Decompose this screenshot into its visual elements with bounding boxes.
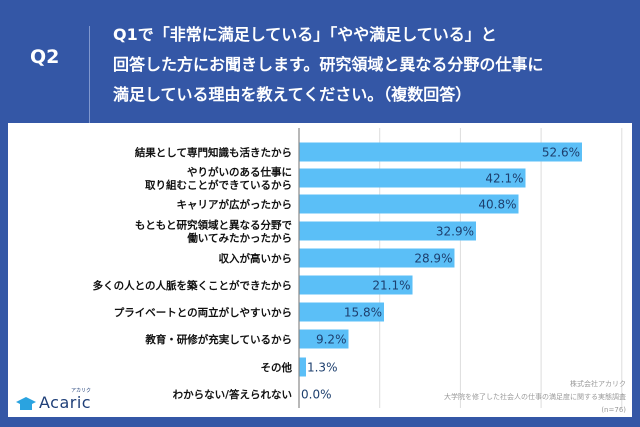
bar bbox=[299, 168, 526, 188]
graduation-cap-icon bbox=[16, 397, 36, 410]
data-label: 32.9% bbox=[436, 225, 474, 239]
category-label: 収入が高いから bbox=[219, 252, 293, 265]
question-line: Q1で「非常に満足している」「やや満足している」と bbox=[113, 25, 497, 44]
data-label: 28.9% bbox=[414, 252, 452, 266]
category-label: 多くの人との人脈を築くことができたから bbox=[93, 279, 292, 292]
question-line: 満足している理由を教えてください。（複数回答） bbox=[113, 85, 472, 104]
bar bbox=[299, 302, 385, 322]
data-label: 42.1% bbox=[485, 172, 523, 186]
bar bbox=[299, 194, 519, 214]
question-line: 回答した方にお聞きします。研究領域と異なる分野の仕事に bbox=[113, 55, 544, 74]
logo-text: Acaric bbox=[39, 393, 92, 412]
acaric-logo: Acaric アカリク bbox=[16, 388, 92, 412]
source-company: 株式会社アカリク bbox=[570, 380, 626, 388]
bar bbox=[299, 357, 306, 377]
category-label: わからない/答えられない bbox=[173, 388, 292, 401]
source-sample: (n=76) bbox=[601, 406, 626, 414]
category-label: プライベートとの両立がしやすいから bbox=[114, 306, 292, 319]
category-label: もともと研究領域と異なる分野で bbox=[135, 219, 293, 232]
data-label: 1.3% bbox=[307, 361, 338, 375]
data-label: 21.1% bbox=[372, 279, 410, 293]
category-label: やりがいのある仕事に bbox=[187, 166, 292, 179]
category-label: 教育・研修が充実しているから bbox=[144, 333, 292, 346]
category-label: 取り組むことができているから bbox=[145, 179, 292, 192]
bar bbox=[299, 248, 455, 268]
bar bbox=[299, 221, 477, 241]
source-survey: 大学院を修了した社会人の仕事の満足度に関する実態調査 bbox=[444, 393, 626, 401]
data-label: 9.2% bbox=[316, 333, 347, 347]
question-number: Q2 bbox=[30, 46, 60, 68]
data-label: 15.8% bbox=[344, 306, 382, 320]
data-label: 40.8% bbox=[478, 198, 516, 212]
category-label: 働いてみたかったから bbox=[186, 232, 292, 245]
bar bbox=[299, 142, 582, 162]
bar bbox=[299, 329, 349, 349]
data-label: 0.0% bbox=[301, 388, 332, 402]
bar bbox=[299, 275, 413, 295]
category-label: その他 bbox=[261, 361, 293, 374]
category-label: 結果として専門知識も活きたから bbox=[135, 146, 292, 159]
header-divider bbox=[89, 26, 90, 126]
logo-kana: アカリク bbox=[71, 388, 92, 394]
source-note: 株式会社アカリク 大学院を修了した社会人の仕事の満足度に関する実態調査 (n=7… bbox=[444, 378, 626, 417]
category-label: キャリアが広がったから bbox=[177, 198, 293, 211]
data-label: 52.6% bbox=[542, 146, 580, 160]
question-text: Q1で「非常に満足している」「やや満足している」と 回答した方にお聞きします。研… bbox=[113, 20, 633, 110]
